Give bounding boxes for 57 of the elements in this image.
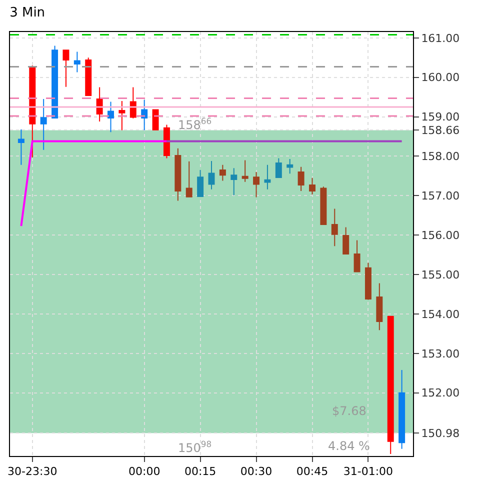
chart-title: 3 Min [10,5,46,20]
y-tick-label: 155.00 [421,268,460,282]
y-tick-label: 159.00 [421,110,460,124]
candlestick [364,262,372,300]
candlestick [230,168,238,196]
y-tick-label: 150.98 [421,426,460,440]
y-tick-label: 157.00 [421,190,460,203]
candlestick [85,57,92,96]
y-tick-label: 160.00 [421,71,460,84]
x-tick-label: 00:45 [296,465,328,478]
candlestick [320,186,327,225]
annotation: 150$^{98}$ [178,439,212,456]
candlestick [62,50,70,88]
candlestick [96,86,103,122]
candlestick [219,164,226,182]
candlestick [342,226,350,255]
candlestick [197,170,204,197]
y-tick-label: 153.00 [421,347,460,360]
annotation: 158$^{66}$ [178,116,212,132]
x-tick-label: 31-01:00 [343,465,394,478]
annotation: 4.84 % [328,439,370,453]
candlestick [286,158,294,174]
candlestick [275,158,282,178]
candlestick [208,160,215,190]
candlestick [331,208,338,247]
candlestick [264,164,271,190]
y-tick-label: 158.66 [421,124,460,138]
y-tick-label: 161.00 [421,32,460,45]
candlestick [376,282,383,331]
candlestick [18,128,24,166]
candlestick [387,316,394,455]
candlestick [253,172,260,198]
candlestick [141,99,148,131]
candlestick [118,100,126,131]
candlestick [174,148,182,202]
candlestick [152,109,159,130]
y-tick-label: 158.00 [421,150,460,164]
candlestick [108,101,114,133]
annotation: $7.68 [332,404,366,418]
candlestick [354,240,360,272]
candlestick [309,177,316,195]
candlestick [298,166,304,192]
candlestick [186,160,192,198]
candlestick [398,370,406,450]
candlestick [52,45,58,118]
x-tick-label: 00:15 [184,465,216,478]
candlestick [242,160,248,182]
y-tick-label: 152.00 [421,386,460,400]
candlestick [74,51,80,73]
candlestick [40,98,47,150]
candlestick [130,86,136,119]
x-tick-label: 00:00 [128,465,160,478]
y-tick-label: 154.00 [421,308,460,321]
x-tick-label: 30-23:30 [8,465,58,478]
candlestick [163,124,170,159]
x-tick-label: 00:30 [240,465,272,478]
y-tick-label: 156.00 [421,228,460,242]
